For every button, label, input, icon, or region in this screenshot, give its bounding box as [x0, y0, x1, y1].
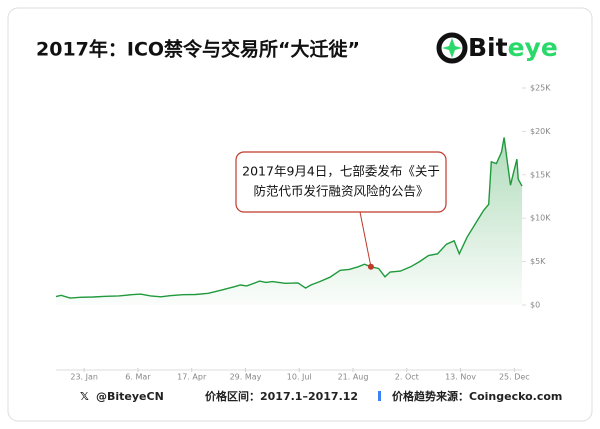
logo-star: [442, 38, 462, 58]
brand-part: eye: [508, 33, 558, 62]
x-icon: 𝕏: [80, 390, 89, 403]
y-tick-label: $25K: [530, 84, 551, 93]
y-tick-label: $10K: [530, 214, 551, 223]
x-tick-label: 6. Mar: [125, 373, 151, 382]
footer-range: 价格区间：2017.1–2017.12: [205, 389, 358, 403]
annotation-point: [367, 263, 374, 270]
footer-icon: [378, 391, 381, 401]
price-line: [55, 137, 523, 299]
x-tick-label: 23. Jan: [70, 373, 98, 382]
annotation-text: 2017年9月4日，七部委发布《关于: [242, 164, 440, 179]
footer-source: 价格趋势来源：Coingecko.com: [392, 389, 562, 403]
annotation-box: [235, 151, 447, 213]
logo-icon: [436, 32, 468, 64]
annotation-text: 防范代币发行融资风险的公告》: [253, 184, 428, 199]
frame: [7, 7, 593, 422]
logo: Biteye: [436, 32, 558, 64]
annotation-leader: [359, 211, 372, 267]
chart-title: 2017年：ICO禁令与交易所“大迁徙”: [36, 38, 360, 61]
y-tick-label: $0: [530, 301, 540, 310]
footer: 𝕏 @BiteyeCN 价格区间：2017.1–2017.12 价格趋势来源：C…: [80, 389, 562, 403]
y-tick-label: $20K: [530, 127, 551, 136]
brand-part: Bit: [468, 33, 508, 62]
x-tick-label: 13. Nov: [445, 373, 476, 382]
footer-handle: @BiteyeCN: [96, 390, 164, 403]
brand: Biteye: [468, 33, 558, 62]
area-fill: [56, 137, 522, 305]
y-tick-label: $5K: [530, 257, 546, 266]
x-tick-label: 29. May: [230, 373, 262, 382]
x-tick-label: 21. Aug: [338, 373, 369, 382]
x-tick-label: 2. Oct: [395, 373, 419, 382]
x-tick-label: 17. Apr: [177, 373, 207, 382]
x-tick-label: 10. Jul: [287, 373, 312, 382]
y-tick-label: $15K: [530, 170, 551, 179]
x-tick-label: 25. Dec: [499, 373, 530, 382]
